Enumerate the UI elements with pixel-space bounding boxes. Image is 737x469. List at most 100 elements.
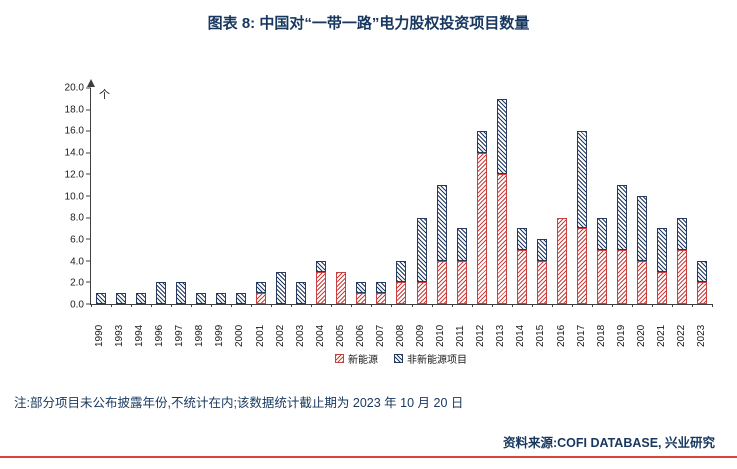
x-tick-mark: [111, 304, 113, 307]
x-tick-mark: [391, 304, 393, 307]
bar-2023: [692, 88, 712, 304]
x-tick-mark: [691, 304, 693, 307]
legend-item: 新能源: [335, 351, 378, 366]
bar-2004: [311, 88, 331, 304]
bar-segment-non-new-energy: [596, 217, 607, 250]
bar-2007: [371, 88, 391, 304]
x-axis-label-text: 2020: [635, 324, 647, 347]
bar-segment-new-energy: [456, 260, 467, 304]
y-tick-mark: [86, 260, 91, 262]
bar-segment-non-new-energy: [296, 282, 307, 304]
bar-2012: [472, 88, 492, 304]
x-axis-label: 2010: [431, 307, 451, 347]
x-tick-mark: [231, 304, 233, 307]
x-axis-label-text: 2016: [555, 324, 567, 347]
x-axis-label-text: 2013: [495, 324, 507, 347]
bar-segment-non-new-energy: [616, 185, 627, 250]
x-axis-label-text: 2002: [274, 324, 286, 347]
bar-segment-new-energy: [476, 152, 487, 304]
bar-2002: [271, 88, 291, 304]
bar-segment-non-new-energy: [216, 293, 227, 304]
x-axis-label-text: 2003: [294, 324, 306, 347]
x-tick-mark: [671, 304, 673, 307]
x-axis-label: 2014: [511, 307, 531, 347]
bar-1990: [91, 88, 111, 304]
bar-segment-non-new-energy: [536, 239, 547, 261]
bar-2010: [432, 88, 452, 304]
bar-segment-non-new-energy: [456, 228, 467, 261]
bar-segment-new-energy: [496, 174, 507, 304]
legend: 新能源 非新能源项目: [90, 351, 712, 366]
bar-segment-non-new-energy: [396, 260, 407, 283]
x-axis-label-text: 2000: [234, 324, 246, 347]
x-tick-mark: [171, 304, 173, 307]
bar-segment-new-energy: [536, 260, 547, 304]
x-tick-mark: [551, 304, 553, 307]
x-axis-label: 2002: [271, 307, 291, 347]
y-tick-mark: [86, 217, 91, 219]
y-tick-label: 12.0: [64, 169, 84, 181]
x-axis-label: 2009: [411, 307, 431, 347]
bar-2000: [231, 88, 251, 304]
bar-2021: [652, 88, 672, 304]
bar-segment-new-energy: [516, 250, 527, 304]
bar-segment-non-new-energy: [356, 282, 367, 294]
bar-segment-non-new-energy: [576, 131, 587, 229]
x-tick-mark: [251, 304, 253, 307]
y-tick-mark: [86, 173, 91, 175]
x-axis-label: 1993: [110, 307, 130, 347]
x-axis-label: 2003: [291, 307, 311, 347]
bar-2020: [632, 88, 652, 304]
bar-segment-non-new-energy: [376, 282, 387, 294]
x-tick-mark: [331, 304, 333, 307]
x-tick-mark: [451, 304, 453, 307]
bottom-rule: [0, 456, 737, 458]
x-axis-label-text: 2007: [374, 324, 386, 347]
bar-segment-non-new-energy: [156, 282, 167, 304]
bar-segment-new-energy: [416, 282, 427, 304]
bar-segment-non-new-energy: [196, 293, 207, 304]
x-axis-label: 1990: [90, 307, 110, 347]
plot-area: 个: [86, 79, 713, 307]
bar-segment-new-energy: [616, 250, 627, 304]
y-tick-label: 10.0: [64, 191, 84, 202]
x-tick-mark: [151, 304, 153, 307]
bar-segment-non-new-energy: [656, 228, 667, 272]
bar-segment-new-energy: [256, 293, 267, 304]
bar-segment-non-new-energy: [676, 217, 687, 250]
x-tick-mark: [491, 304, 493, 307]
bar-2013: [492, 88, 512, 304]
y-axis-unit-label: 个: [99, 89, 110, 101]
x-axis-label: 2019: [612, 307, 632, 347]
x-axis-label: 1997: [170, 307, 190, 347]
x-axis-label: 2021: [652, 307, 672, 347]
y-tick-label: 2.0: [70, 277, 84, 289]
x-tick-mark: [411, 304, 413, 307]
bar-segment-new-energy: [696, 282, 707, 304]
x-tick-mark: [631, 304, 633, 307]
x-tick-mark: [91, 304, 92, 307]
bar-1993: [111, 88, 131, 304]
bar-2018: [592, 88, 612, 304]
bar-2005: [331, 88, 351, 304]
x-axis-label: 2016: [551, 307, 571, 347]
bar-2001: [251, 88, 271, 304]
x-tick-mark: [351, 304, 353, 307]
x-axis-label-text: 2005: [334, 324, 346, 347]
bar-1994: [131, 88, 151, 304]
x-axis-label: 2020: [632, 307, 652, 347]
x-axis-label: 2013: [491, 307, 511, 347]
x-axis-label-text: 2021: [655, 324, 667, 347]
y-tick-label: 4.0: [70, 256, 84, 268]
x-axis-label: 2008: [391, 307, 411, 347]
bar-segment-non-new-energy: [516, 228, 527, 250]
x-axis-label-text: 2019: [615, 324, 627, 347]
bar-2017: [572, 88, 592, 304]
bar-segment-new-energy: [636, 260, 647, 304]
legend-swatch-icon: [394, 354, 403, 363]
x-axis-label: 2006: [351, 307, 371, 347]
bar-segment-new-energy: [356, 293, 367, 304]
x-axis-label-text: 2004: [314, 324, 326, 347]
y-tick-mark: [86, 281, 91, 283]
bar-segment-non-new-energy: [496, 98, 507, 175]
